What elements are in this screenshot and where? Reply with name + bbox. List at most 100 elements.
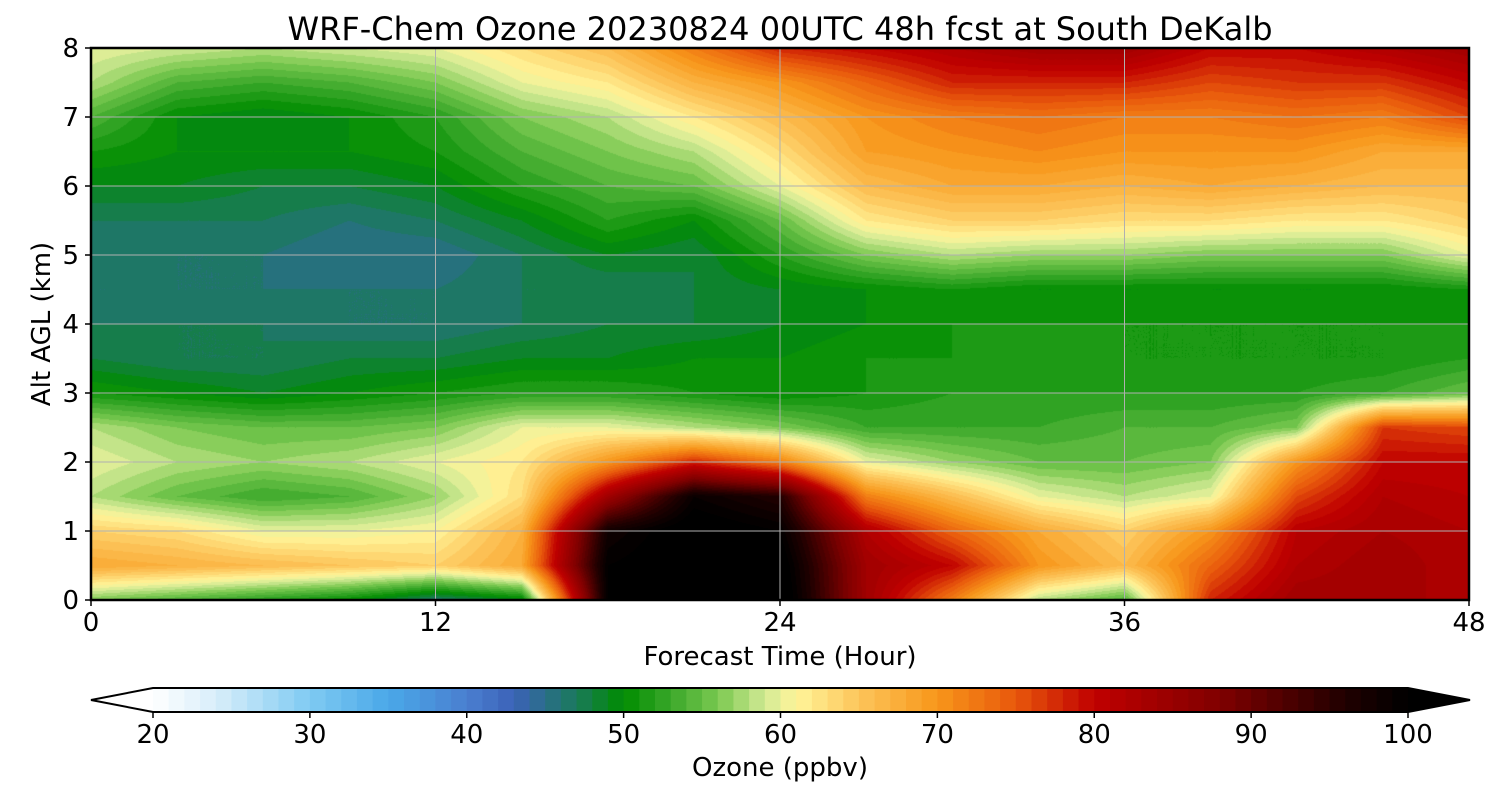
colorbar-segment — [1031, 688, 1048, 712]
colorbar-segment — [1015, 688, 1033, 712]
colorbar-segment — [858, 688, 876, 712]
x-tick-label: 0 — [83, 608, 100, 638]
colorbar-tick-label: 30 — [293, 720, 326, 750]
colorbar-segment — [1141, 688, 1158, 712]
colorbar-segment — [1094, 688, 1111, 712]
colorbar-segment — [153, 688, 170, 712]
colorbar-segment — [388, 688, 405, 712]
colorbar-segment — [1360, 688, 1378, 712]
colorbar-tick-label: 60 — [764, 720, 797, 750]
y-tick-label: 0 — [62, 586, 79, 616]
colorbar-segment — [451, 688, 468, 712]
x-axis-label: Forecast Time (Hour) — [643, 642, 916, 672]
colorbar-segment — [1078, 688, 1095, 712]
colorbar-segment — [639, 688, 656, 712]
colorbar-segment — [1298, 688, 1315, 712]
colorbar-segment — [1376, 688, 1393, 712]
colorbar-segment — [576, 688, 593, 712]
y-axis-label: Alt AGL (km) — [27, 242, 57, 406]
colorbar-tick-label: 50 — [607, 720, 640, 750]
colorbar-tick-label: 80 — [1078, 720, 1111, 750]
colorbar-segment — [937, 688, 954, 712]
colorbar-segment — [749, 688, 766, 712]
colorbar-label: Ozone (ppbv) — [692, 753, 868, 783]
colorbar-segment — [1235, 688, 1252, 712]
y-tick-label: 8 — [62, 34, 79, 64]
chart-title: WRF-Chem Ozone 20230824 00UTC 48h fcst a… — [287, 10, 1272, 48]
colorbar-segment — [1062, 688, 1080, 712]
colorbar-segment — [1329, 688, 1346, 712]
colorbar-tick-label: 70 — [921, 720, 954, 750]
colorbar-segment — [435, 688, 452, 712]
colorbar-segment — [874, 688, 891, 712]
colorbar-segment — [953, 688, 970, 712]
colorbar-segment — [968, 688, 986, 712]
colorbar-segment — [921, 688, 938, 712]
colorbar: 20 30 40 50 60 70 80 90 100 — [90, 687, 1471, 750]
x-axis: 0 12 24 36 48 — [83, 600, 1486, 638]
colorbar-segment — [262, 688, 280, 712]
colorbar-segment — [1188, 688, 1205, 712]
y-tick-label: 2 — [62, 448, 79, 478]
colorbar-segment — [686, 688, 703, 712]
colorbar-segment — [1109, 688, 1127, 712]
colorbar-segment — [670, 688, 687, 712]
colorbar-segment — [231, 688, 248, 712]
colorbar-segment — [419, 688, 436, 712]
y-tick-label: 4 — [62, 310, 79, 340]
colorbar-segment — [1251, 688, 1268, 712]
colorbar-segment — [717, 688, 735, 712]
colorbar-segment — [247, 688, 264, 712]
y-tick-label: 7 — [62, 103, 79, 133]
colorbar-segment — [168, 688, 185, 712]
colorbar-segment — [341, 688, 358, 712]
x-tick-label: 48 — [1452, 608, 1485, 638]
colorbar-segment — [466, 688, 484, 712]
colorbar-segment — [545, 688, 562, 712]
colorbar-segment — [372, 688, 389, 712]
colorbar-segment — [278, 688, 295, 712]
colorbar-segment — [984, 688, 1001, 712]
colorbar-segment — [607, 688, 625, 712]
colorbar-segment — [560, 688, 578, 712]
colorbar-tick-label: 90 — [1235, 720, 1268, 750]
y-tick-label: 3 — [62, 379, 79, 409]
x-tick-label: 24 — [763, 608, 796, 638]
y-axis: 0 1 2 3 4 5 6 7 8 — [62, 34, 91, 616]
colorbar-segment — [827, 688, 844, 712]
y-tick-label: 1 — [62, 517, 79, 547]
y-tick-label: 5 — [62, 241, 79, 271]
colorbar-segment — [482, 688, 499, 712]
colorbar-segment — [1282, 688, 1299, 712]
colorbar-segment — [733, 688, 750, 712]
colorbar-segment — [796, 688, 813, 712]
colorbar-segment — [1313, 688, 1331, 712]
colorbar-extend-max — [1408, 688, 1470, 712]
colorbar-segment — [356, 688, 374, 712]
colorbar-segment — [655, 688, 672, 712]
y-tick-label: 6 — [62, 172, 79, 202]
colorbar-segment — [702, 688, 719, 712]
colorbar-segment — [811, 688, 829, 712]
colorbar-segment — [1157, 688, 1174, 712]
colorbar-segment — [1345, 688, 1362, 712]
colorbar-segment — [906, 688, 923, 712]
colorbar-segment — [1219, 688, 1237, 712]
x-tick-label: 12 — [419, 608, 452, 638]
colorbar-segment — [513, 688, 531, 712]
colorbar-segment — [309, 688, 327, 712]
colorbar-segment — [890, 688, 907, 712]
colorbar-segment — [1266, 688, 1284, 712]
colorbar-segment — [325, 688, 342, 712]
colorbar-segment — [1000, 688, 1017, 712]
colorbar-segment — [780, 688, 797, 712]
colorbar-tick-label: 40 — [450, 720, 483, 750]
colorbar-segment — [843, 688, 860, 712]
colorbar-segment — [498, 688, 515, 712]
colorbar-segment — [529, 688, 546, 712]
colorbar-tick-label: 20 — [136, 720, 169, 750]
colorbar-segment — [215, 688, 233, 712]
colorbar-tick-label: 100 — [1383, 720, 1433, 750]
